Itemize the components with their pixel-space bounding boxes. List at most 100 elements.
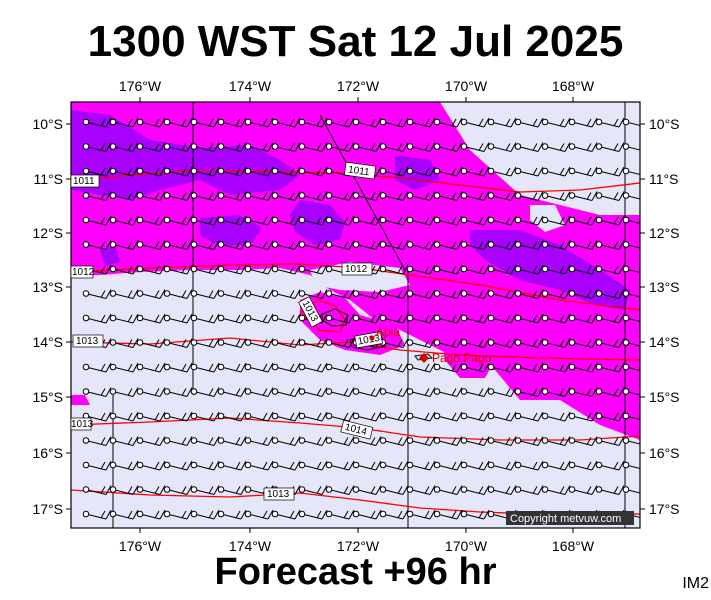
wind-barb — [244, 436, 274, 446]
wind-barb — [271, 240, 301, 250]
wind-barb — [271, 191, 301, 201]
wind-barb — [109, 289, 139, 299]
wind-barb — [514, 142, 544, 152]
wind-barb — [325, 289, 355, 299]
wind-barb — [244, 362, 274, 373]
wind-barb — [271, 166, 301, 177]
wind-barb — [136, 240, 166, 250]
wind-barb — [136, 264, 166, 275]
copyright-box: Copyright metvuw.com — [506, 511, 634, 525]
wind-barb — [325, 117, 355, 128]
lat-tick-right: 11°S — [649, 171, 678, 187]
isobar-1013a — [71, 337, 640, 361]
wind-barb — [595, 338, 625, 348]
wind-barb — [136, 509, 166, 520]
wind-barb — [568, 142, 598, 152]
wind-barb — [190, 362, 220, 373]
lon-ticks-bottom: 176°W 174°W 172°W 170°W 168°W — [119, 538, 595, 554]
wind-barb — [595, 313, 625, 324]
lon-tick-bottom: 168°W — [552, 538, 595, 554]
rain-area-heavy-6 — [100, 245, 120, 266]
lon-tick-bottom: 176°W — [119, 538, 162, 554]
wind-barb — [352, 362, 382, 373]
wind-barb — [568, 289, 598, 299]
lon-tick-top: 176°W — [119, 78, 162, 94]
wind-barb — [190, 460, 220, 471]
wind-barb — [541, 289, 571, 299]
wind-barb — [487, 338, 517, 348]
wind-barb — [163, 191, 193, 201]
place-label-apia: Apia — [376, 325, 400, 339]
wind-barb — [298, 289, 328, 299]
wind-barb — [82, 142, 112, 152]
wind-barb — [433, 240, 463, 250]
wind-barb — [298, 264, 328, 275]
wind-barb — [595, 411, 625, 422]
clear-gap-2 — [570, 150, 640, 215]
isobar-label: 1012 — [345, 264, 368, 275]
wind-barb — [271, 387, 301, 397]
wind-barb — [136, 485, 166, 495]
wind-barb — [352, 460, 382, 471]
wind-barb — [406, 142, 436, 152]
wind-barb — [136, 117, 166, 128]
wind-barb — [190, 289, 220, 299]
wind-barb — [541, 142, 571, 152]
lat-tick-left: 15°S — [32, 389, 63, 405]
wind-barb — [190, 264, 220, 275]
wind-barb — [244, 460, 274, 471]
wind-barb — [433, 289, 463, 299]
wind-barb — [433, 191, 463, 201]
wind-barb — [163, 215, 193, 226]
place-apia: Apia — [369, 325, 400, 341]
wind-barb — [298, 142, 328, 152]
wind-barb — [433, 362, 463, 373]
wind-barb — [406, 338, 436, 348]
wind-barb — [379, 289, 409, 299]
wind-barb — [352, 289, 382, 299]
wind-barb — [244, 264, 274, 275]
isobar-label: 1013 — [71, 419, 94, 430]
wind-barb — [541, 166, 571, 177]
wind-barb — [406, 215, 436, 226]
wind-barb — [136, 191, 166, 201]
lat-tick-right: 13°S — [649, 279, 680, 295]
wind-barb — [622, 167, 640, 176]
wind-barb — [109, 338, 139, 348]
rain-area-light-south — [440, 330, 495, 378]
wind-barb — [433, 313, 463, 324]
wind-barb — [568, 485, 598, 495]
wind-barb — [622, 314, 640, 323]
wind-barb — [163, 485, 193, 495]
wind-barb — [406, 313, 436, 324]
wind-barb — [82, 485, 112, 495]
wind-barb — [244, 338, 274, 348]
wind-barb — [595, 264, 625, 275]
wind-barb — [163, 166, 193, 177]
wind-barb — [514, 117, 544, 128]
wind-barb — [82, 460, 112, 471]
wind-barb — [244, 240, 274, 250]
wind-barb — [622, 216, 640, 225]
wind-barb — [622, 486, 640, 494]
wind-barb — [379, 362, 409, 373]
isobar-label: 1011 — [73, 176, 95, 187]
wind-barb — [568, 313, 598, 324]
wind-barb — [568, 411, 598, 422]
wind-barb — [271, 362, 301, 373]
wind-barb — [487, 142, 517, 152]
lat-tick-left: 10°S — [32, 116, 63, 132]
lat-tick-left: 11°S — [34, 171, 63, 187]
wind-barb — [379, 485, 409, 495]
wind-barb — [190, 240, 220, 250]
wind-barb — [379, 436, 409, 446]
forecast-label: Forecast +96 hr — [214, 551, 497, 593]
wind-barb — [82, 215, 112, 226]
wind-barb — [568, 240, 598, 250]
wind-barb — [406, 362, 436, 373]
wind-barb — [406, 191, 436, 201]
wind-barb — [595, 142, 625, 152]
place-label-pago-pago: Pago Pago — [432, 351, 492, 365]
wind-barb — [82, 362, 112, 373]
